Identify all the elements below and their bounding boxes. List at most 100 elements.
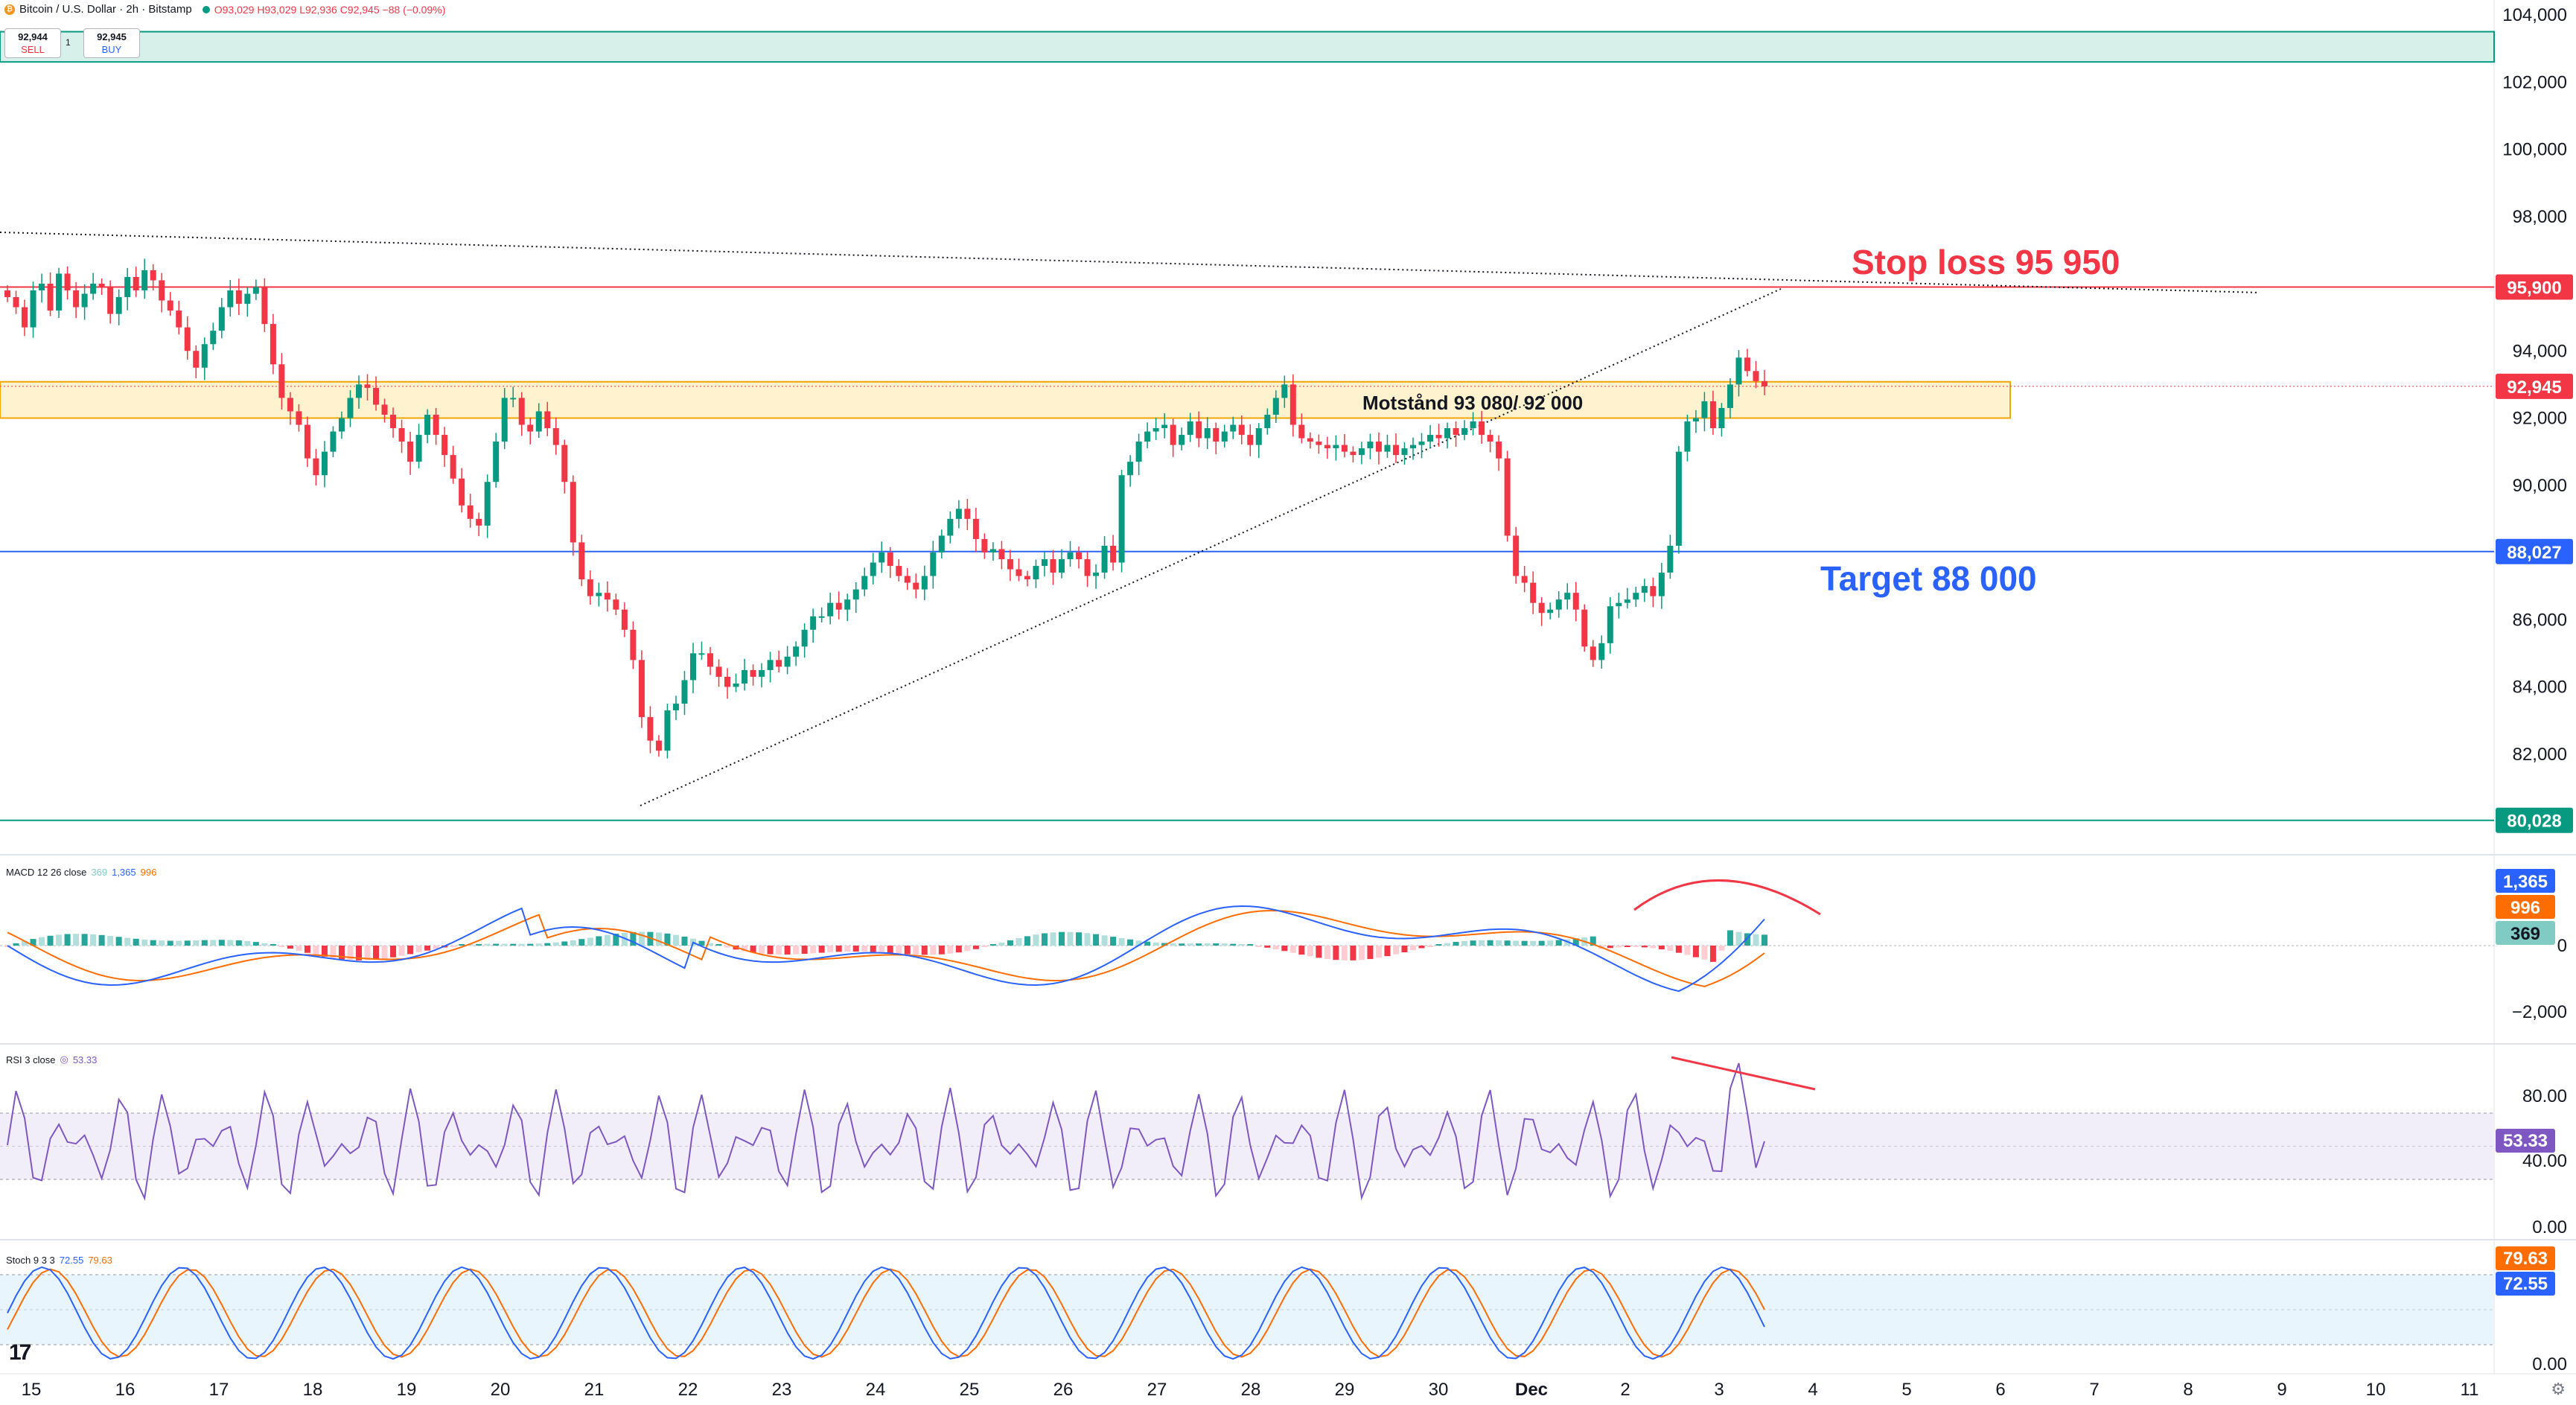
candle-body[interactable] — [133, 276, 139, 291]
candle-body[interactable] — [1084, 559, 1091, 576]
candle-body[interactable] — [1144, 431, 1151, 442]
candle-body[interactable] — [347, 398, 354, 418]
candle-body[interactable] — [955, 509, 962, 519]
rsi-legend[interactable]: RSI 3 close ◎ 53.33 — [6, 1054, 97, 1065]
candle-body[interactable] — [1753, 371, 1759, 381]
candle-body[interactable] — [759, 669, 765, 677]
buy-button[interactable]: 92,945 BUY — [83, 28, 140, 58]
candle-body[interactable] — [1598, 643, 1605, 660]
candle-body[interactable] — [1333, 445, 1339, 449]
candle-body[interactable] — [1538, 602, 1545, 614]
candle-body[interactable] — [852, 589, 859, 600]
candle-body[interactable] — [1367, 442, 1374, 449]
candle-body[interactable] — [459, 478, 465, 506]
candle-body[interactable] — [689, 653, 696, 681]
stoch-k-line[interactable] — [7, 1266, 1765, 1360]
candle-body[interactable] — [1427, 435, 1434, 442]
candle-body[interactable] — [296, 411, 302, 425]
ascending-trendline[interactable] — [640, 288, 1782, 806]
candle-body[interactable] — [724, 676, 731, 687]
candle-body[interactable] — [1041, 559, 1048, 567]
candle-body[interactable] — [638, 660, 645, 718]
candle-body[interactable] — [1118, 475, 1125, 563]
candle-body[interactable] — [1513, 535, 1520, 576]
candle-body[interactable] — [450, 455, 456, 479]
candle-body[interactable] — [1196, 421, 1202, 439]
candle-body[interactable] — [827, 602, 834, 617]
candle-body[interactable] — [124, 276, 131, 298]
candle-body[interactable] — [947, 518, 954, 536]
candle-body[interactable] — [1418, 442, 1425, 445]
candle-body[interactable] — [1487, 435, 1493, 442]
candle-body[interactable] — [330, 431, 337, 452]
candle-body[interactable] — [81, 293, 88, 308]
macd-line[interactable] — [7, 905, 1765, 993]
candle-body[interactable] — [1547, 609, 1554, 614]
candle-body[interactable] — [313, 458, 319, 476]
candle-body[interactable] — [1152, 428, 1159, 432]
candle-body[interactable] — [861, 576, 868, 590]
candle-body[interactable] — [1521, 576, 1528, 583]
candle-body[interactable] — [107, 287, 114, 314]
candle-body[interactable] — [321, 451, 328, 476]
candle-body[interactable] — [1221, 431, 1228, 442]
candle-body[interactable] — [1641, 586, 1648, 593]
candle-body[interactable] — [270, 324, 276, 365]
price-badge[interactable] — [2496, 373, 2573, 399]
candle-body[interactable] — [1470, 421, 1476, 429]
candle-body[interactable] — [201, 344, 208, 368]
candle-body[interactable] — [1358, 448, 1365, 456]
candle-body[interactable] — [227, 290, 234, 308]
rsi-divergence-line[interactable] — [1671, 1056, 1816, 1091]
candle-body[interactable] — [1067, 552, 1074, 560]
candle-body[interactable] — [1496, 442, 1502, 459]
candle-body[interactable] — [742, 669, 748, 684]
candle-body[interactable] — [167, 300, 173, 311]
candle-body[interactable] — [810, 616, 817, 630]
candle-body[interactable] — [1410, 445, 1416, 449]
candle-body[interactable] — [1624, 599, 1630, 603]
candle-body[interactable] — [1633, 593, 1639, 600]
candle-body[interactable] — [844, 599, 851, 610]
candle-body[interactable] — [578, 542, 585, 580]
candle-body[interactable] — [1744, 357, 1750, 372]
candle-body[interactable] — [1453, 428, 1459, 436]
candle-body[interactable] — [630, 629, 637, 660]
candle-body[interactable] — [484, 482, 491, 526]
candle-body[interactable] — [1530, 582, 1537, 603]
candle-body[interactable] — [518, 398, 525, 425]
candle-body[interactable] — [1298, 424, 1305, 439]
candle-body[interactable] — [1289, 384, 1296, 425]
candle-body[interactable] — [381, 404, 388, 415]
candle-body[interactable] — [1024, 576, 1030, 580]
candle-body[interactable] — [433, 414, 439, 436]
candle-body[interactable] — [210, 331, 217, 345]
candle-body[interactable] — [1161, 424, 1168, 429]
candle-body[interactable] — [1616, 602, 1622, 607]
gear-icon[interactable]: ⚙ — [2551, 1380, 2566, 1398]
candle-body[interactable] — [1658, 573, 1665, 596]
candle-body[interactable] — [1110, 545, 1117, 563]
candle-body[interactable] — [613, 599, 619, 610]
candle-body[interactable] — [373, 387, 380, 405]
candle-body[interactable] — [621, 609, 628, 630]
candle-body[interactable] — [1230, 424, 1237, 432]
candle-body[interactable] — [1581, 609, 1588, 647]
candle-body[interactable] — [989, 549, 996, 552]
candle-body[interactable] — [1324, 445, 1330, 449]
candle-body[interactable] — [879, 552, 885, 563]
macd-legend[interactable]: MACD 12 26 close 369 1,365 996 — [6, 867, 156, 878]
candle-body[interactable] — [707, 653, 713, 667]
candle-body[interactable] — [535, 411, 542, 432]
candle-body[interactable] — [1564, 593, 1571, 600]
candle-body[interactable] — [647, 717, 654, 741]
candle-body[interactable] — [793, 646, 800, 657]
candle-body[interactable] — [364, 384, 371, 388]
candle-body[interactable] — [501, 398, 508, 442]
candle-body[interactable] — [715, 666, 722, 677]
candle-body[interactable] — [56, 273, 63, 311]
candle-body[interactable] — [1204, 428, 1211, 439]
candle-body[interactable] — [1033, 566, 1039, 580]
candle-body[interactable] — [1461, 428, 1468, 436]
resistance-zone[interactable] — [0, 380, 2011, 419]
